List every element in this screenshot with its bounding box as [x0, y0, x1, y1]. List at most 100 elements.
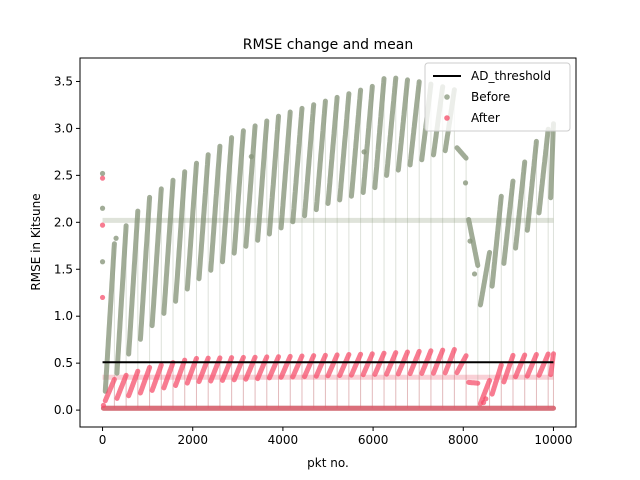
before-ramp: [255, 118, 270, 243]
before-ramp: [360, 83, 375, 195]
y-tick-label: 1.5: [54, 262, 73, 276]
after-ramp: [524, 352, 539, 379]
after-outlier-point: [99, 294, 106, 301]
after-ramp: [372, 350, 387, 377]
before-ramp: [290, 105, 305, 225]
after-ramp: [290, 353, 305, 380]
before-outlier-point: [99, 205, 106, 211]
axes: 0 2000 4000 6000 8000 10000 0.0 0.5 1.0 1.5 2.0 2.5…: [54, 57, 577, 447]
plot-clip-group: [99, 75, 556, 411]
axes-frame: [79, 57, 577, 428]
before-ramp: [348, 87, 364, 199]
before-outlier-point: [462, 180, 469, 186]
legend: AD_threshold Before After: [424, 62, 571, 132]
before-ramp: [395, 77, 410, 173]
before-outlier-point: [99, 259, 106, 265]
after-ramp: [161, 360, 176, 391]
before-ramp: [173, 169, 188, 304]
before-ramp: [501, 178, 516, 266]
before-ramp: [196, 152, 211, 282]
legend-ad-threshold-label: AD_threshold: [471, 69, 551, 83]
before-ramp: [161, 177, 176, 316]
x-axis-label: pkt no.: [307, 456, 349, 470]
after-ramp: [348, 351, 364, 378]
chart-title: RMSE change and mean: [243, 37, 413, 53]
before-ramp: [243, 123, 258, 249]
after-ramp: [454, 353, 469, 376]
x-tick-label: 8000: [448, 433, 479, 447]
after-ramp: [536, 351, 551, 378]
before-ramp: [337, 91, 352, 203]
before-outlier-point: [467, 238, 473, 244]
before-ramp: [536, 126, 551, 216]
before-ramp: [513, 159, 528, 251]
after-ramp: [477, 378, 493, 407]
before-outlier-point: [471, 271, 478, 277]
y-tick-label: 0.0: [54, 403, 73, 417]
before-ramp: [184, 160, 199, 292]
y-tick-label: 3.0: [54, 121, 73, 135]
before-ramp: [407, 79, 422, 168]
x-tick-label: 2000: [177, 433, 208, 447]
before-ramp: [231, 128, 246, 256]
y-tick-label: 1.0: [54, 309, 73, 323]
before-ramp: [278, 109, 293, 231]
after-ramp: [313, 352, 328, 379]
before-ramp: [102, 241, 117, 394]
after-ramp: [137, 364, 153, 396]
legend-box: [424, 62, 571, 132]
before-ramp: [466, 217, 481, 268]
before-outlier-point: [248, 153, 254, 160]
legend-after-swatch: [444, 115, 450, 121]
before-ramp: [149, 186, 164, 329]
legend-before-label: Before: [471, 90, 510, 104]
before-ramp: [524, 138, 539, 233]
before-ramp: [114, 223, 129, 376]
after-ramp: [243, 354, 258, 382]
legend-before-swatch: [444, 94, 450, 100]
after-points: [99, 175, 556, 411]
after-ramp: [384, 350, 399, 377]
y-tick-label: 2.0: [54, 215, 73, 229]
before-ramp: [454, 145, 469, 161]
after-ramp: [360, 351, 375, 378]
y-tick-label: 2.5: [54, 168, 73, 182]
after-ramp: [442, 347, 457, 376]
after-outlier-point: [480, 399, 487, 406]
after-ramp: [102, 376, 117, 404]
after-ramp: [114, 372, 129, 401]
before-outlier-point: [361, 149, 367, 155]
after-outlier-point: [99, 175, 106, 181]
after-ramp: [255, 354, 270, 382]
before-ramp: [126, 208, 141, 357]
before-ramp: [137, 194, 153, 342]
before-ramp: [325, 94, 340, 206]
after-ramp: [149, 362, 164, 393]
before-ramp: [302, 102, 317, 219]
x-tick-label: 0: [99, 433, 107, 447]
before-ramp: [384, 75, 399, 178]
after-ramp: [548, 351, 556, 378]
y-axis-label: RMSE in Kitsune: [29, 193, 43, 290]
after-ramp: [489, 362, 504, 397]
legend-after-label: After: [471, 111, 500, 125]
before-ramp: [489, 193, 504, 289]
before-ramp: [372, 76, 387, 191]
after-ramp: [501, 352, 516, 385]
before-ramp: [266, 113, 281, 237]
after-ramp: [337, 352, 352, 378]
after-ramp: [231, 354, 246, 383]
after-ramp: [126, 368, 141, 399]
after-ramp: [173, 357, 188, 388]
after-outlier-point: [483, 396, 489, 402]
x-tick-label: 4000: [268, 433, 299, 447]
y-tick-label: 0.5: [54, 356, 73, 370]
before-outlier-point: [113, 235, 119, 241]
x-tick-label: 6000: [358, 433, 389, 447]
before-ramp: [208, 143, 223, 273]
before-ramp: [313, 98, 328, 213]
after-outlier-point: [100, 402, 107, 409]
after-ramp: [266, 354, 281, 381]
before-ramp: [220, 135, 235, 265]
